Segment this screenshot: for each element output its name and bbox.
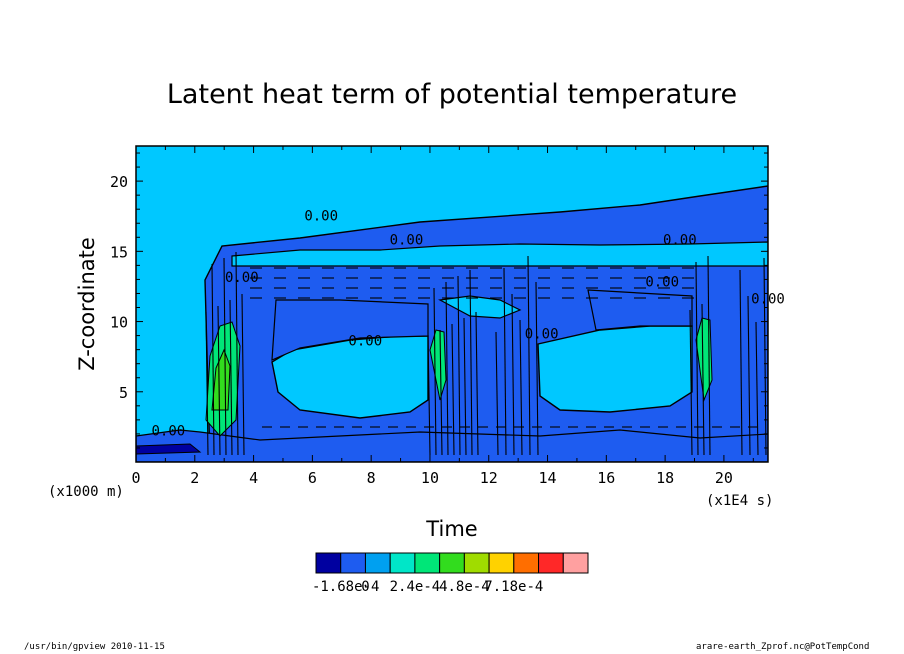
contour-stripe [739, 269, 743, 456]
contour-stripe [223, 257, 227, 456]
x-tick-label: 6 [308, 469, 317, 487]
contour-stripe [495, 331, 499, 456]
background-cell-2 [537, 325, 693, 413]
contour-stripe [463, 317, 467, 456]
colorbar-swatch [389, 552, 416, 574]
colorbar: -1.68e-40 2.4e-44.8e-47.18e-4 [312, 552, 589, 595]
contour-stripe [217, 305, 221, 456]
contour-stripe [433, 287, 437, 456]
colorbar-swatch [513, 552, 540, 574]
contour-stripe [519, 319, 523, 456]
contour-stripe [445, 281, 449, 456]
contour-labels: 0.00 0.00 0.00 0.00 0.00 0.00 0.00 0.00 0.00 [151, 208, 784, 439]
colorbar-swatch [439, 552, 465, 574]
colorbar-label: 7.18e-4 [484, 579, 543, 595]
contour-stripe [747, 295, 751, 456]
colorbar-swatch [538, 552, 564, 574]
chart-title: Latent heat term of potential temperatur… [167, 79, 737, 110]
contour-label: 0.00 [348, 333, 382, 349]
contour-label: 0.00 [225, 270, 259, 286]
negative-layer-mid-1 [271, 299, 429, 361]
colorbar-swatch [463, 552, 490, 574]
contour-label: 0.00 [751, 291, 785, 307]
colorbar-label: 2.4e-4 [390, 579, 441, 595]
contour-label: 0.00 [151, 423, 185, 439]
y-tick-label: 15 [110, 243, 128, 261]
contour-stripe [469, 269, 473, 456]
contour-stripe [205, 311, 209, 456]
contour-label: 0.00 [525, 326, 559, 342]
contour-stripe [235, 251, 239, 456]
contour-stripe [241, 293, 245, 456]
contour-stripe [695, 261, 699, 456]
colorbar-label: 0 [361, 579, 369, 595]
footer-left: /usr/bin/gpview 2010-11-15 [24, 642, 165, 652]
contour-stripe [211, 263, 215, 456]
x-tick-label: 12 [480, 469, 498, 487]
x-tick-label: 8 [367, 469, 376, 487]
contour-stripe [457, 275, 461, 456]
contour-label: 0.00 [304, 208, 338, 224]
contour-stripe [707, 255, 711, 456]
contour-label: 0.00 [645, 274, 679, 290]
x-tick-label: 4 [249, 469, 258, 487]
contour-stripe [763, 257, 767, 456]
footer-right: arare-earth_Zprof.nc@PotTempCond [696, 642, 870, 652]
plot-frame [135, 145, 769, 463]
y-tick-label: 20 [110, 173, 128, 191]
x-axis: 0 2 4 6 8 10 12 14 16 18 20 [131, 146, 754, 487]
x-axis-title: Time [425, 517, 477, 541]
x-unit-label: (x1E4 s) [706, 493, 773, 509]
contour-stripe [527, 255, 531, 456]
contour-fields [136, 185, 768, 462]
x-tick-label: 0 [131, 469, 140, 487]
colorbar-swatch [340, 552, 366, 574]
contour-stripe [701, 303, 705, 456]
contour-stripe [511, 293, 515, 456]
colorbar-swatch [315, 552, 342, 574]
contour-stripe [229, 299, 233, 456]
contour-stripe [427, 335, 431, 456]
strong-negative-surface [136, 443, 202, 455]
negative-layer-mid-2 [587, 289, 693, 331]
contour-stripe [503, 267, 507, 456]
colorbar-label: -1.68e-4 [312, 579, 379, 595]
colorbar-swatch [414, 552, 441, 574]
contour-stripe [475, 311, 479, 456]
y-axis: 5 10 15 20 [110, 152, 768, 449]
contour-stripe [689, 309, 693, 456]
colorbar-swatch [488, 552, 515, 574]
x-tick-label: 16 [597, 469, 615, 487]
contour-stripe [439, 329, 443, 456]
y-tick-label: 10 [110, 314, 128, 332]
negative-surface-layer [136, 429, 768, 462]
y-unit-label: (x1000 m) [48, 484, 124, 500]
y-axis-title: Z-coordinate [75, 237, 99, 371]
contour-label: 0.00 [390, 232, 424, 248]
contour-stripe [451, 323, 455, 456]
x-tick-label: 14 [539, 469, 557, 487]
background-band-upper [231, 241, 768, 267]
contour-stripe [755, 321, 759, 456]
x-tick-label: 10 [421, 469, 439, 487]
colorbar-swatch [562, 552, 589, 574]
convective-stripes [205, 251, 767, 456]
contour-label: 0.00 [663, 232, 697, 248]
colorbar-label: 4.8e-4 [439, 579, 490, 595]
x-tick-label: 18 [656, 469, 674, 487]
x-tick-label: 20 [715, 469, 733, 487]
colorbar-swatch [364, 552, 391, 574]
contour-stripe [535, 281, 539, 456]
y-tick-label: 5 [119, 384, 128, 402]
x-tick-label: 2 [190, 469, 199, 487]
